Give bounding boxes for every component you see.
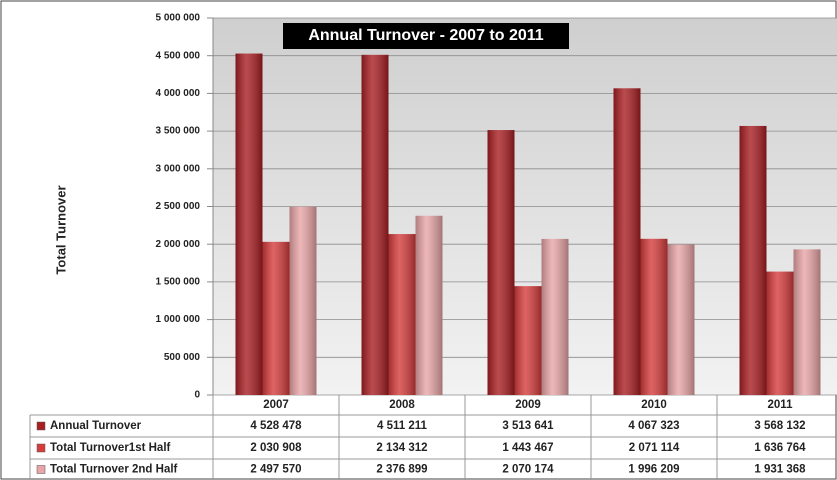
table-value: 3 568 132 xyxy=(754,420,805,432)
table-value: 1 996 209 xyxy=(628,464,679,476)
bar-shade xyxy=(361,54,389,396)
x-tick-label: 2010 xyxy=(641,399,667,411)
legend-key xyxy=(36,421,46,431)
table-value: 2 071 114 xyxy=(629,442,680,454)
bar-shade xyxy=(388,234,416,395)
title-box xyxy=(283,23,569,49)
bar-shade xyxy=(667,244,695,395)
table-value: 2 376 899 xyxy=(376,464,427,476)
legend-key xyxy=(36,443,46,453)
chart-title: Annual Turnover - 2007 to 2011 xyxy=(308,27,543,44)
y-tick-label: 2 500 000 xyxy=(156,201,201,212)
y-tick-label: 4 000 000 xyxy=(156,88,201,99)
y-tick-label: 3 500 000 xyxy=(156,126,201,137)
y-tick-label: 5 000 000 xyxy=(156,13,201,24)
table-value: 4 067 323 xyxy=(628,420,679,432)
table-value: 2 030 908 xyxy=(250,442,302,454)
table-value: 4 511 211 xyxy=(377,420,427,432)
x-tick-label: 2007 xyxy=(263,399,289,411)
bar-shade xyxy=(415,215,443,395)
table-value: 2 134 312 xyxy=(376,442,427,454)
table-value: 3 513 641 xyxy=(502,420,554,432)
y-tick-label: 3 000 000 xyxy=(156,163,201,174)
bar-shade xyxy=(640,238,668,395)
y-tick-label: 0 xyxy=(194,390,200,401)
legend-key xyxy=(36,465,46,474)
bar-shade xyxy=(613,88,641,395)
bar-shade xyxy=(766,271,794,395)
bar-shade xyxy=(793,249,821,395)
y-tick-label: 1 500 000 xyxy=(156,277,201,288)
legend-label: Total Turnover1st Half xyxy=(50,442,171,454)
y-tick-label: 1 000 000 xyxy=(156,314,201,325)
x-tick-label: 2008 xyxy=(389,399,415,411)
bar-shade xyxy=(514,286,542,395)
table-value: 2 497 570 xyxy=(250,464,301,476)
bar-shade xyxy=(739,125,767,396)
legend-label: Total Turnover 2nd Half xyxy=(50,464,178,476)
table-value: 1 931 368 xyxy=(754,464,806,476)
legend-label: Annual Turnover xyxy=(50,420,142,432)
bar-shade xyxy=(487,130,515,395)
bar-shade xyxy=(262,241,290,395)
y-tick-label: 2 000 000 xyxy=(156,239,201,250)
bar-shade xyxy=(289,206,317,395)
x-tick-label: 2009 xyxy=(515,399,541,411)
y-tick-label: 4 500 000 xyxy=(156,50,201,61)
table-value: 1 443 467 xyxy=(502,442,553,454)
table-value: 4 528 478 xyxy=(250,420,302,432)
bar-shade xyxy=(541,238,569,395)
x-tick-label: 2011 xyxy=(768,399,794,411)
table-value: 2 070 174 xyxy=(502,464,554,476)
y-tick-label: 500 000 xyxy=(164,352,201,363)
table-value: 1 636 764 xyxy=(754,442,806,454)
y-axis-label: Total Turnover xyxy=(53,185,68,274)
bar-shade xyxy=(235,53,263,395)
